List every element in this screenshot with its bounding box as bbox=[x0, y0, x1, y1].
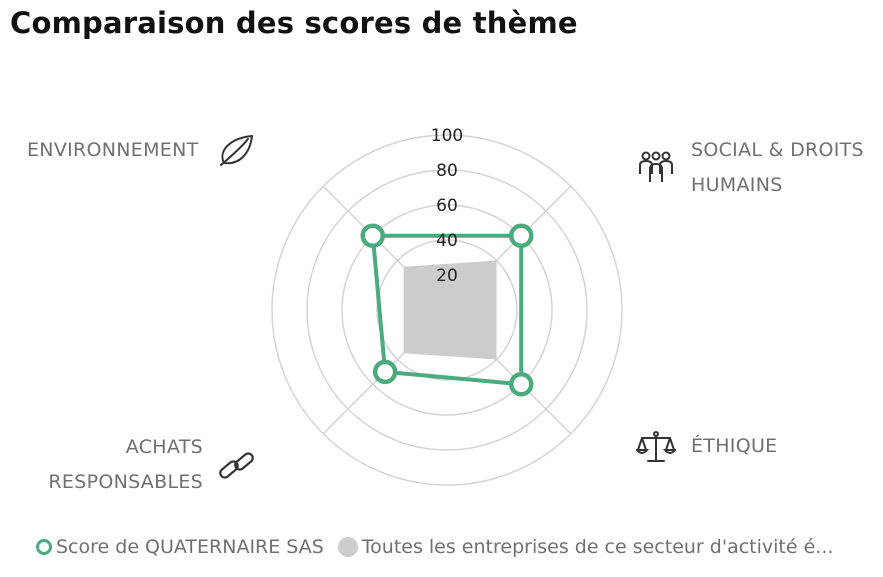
series-0-point-2[interactable] bbox=[508, 371, 534, 397]
category-label-environnement: ENVIRONNEMENT bbox=[27, 139, 199, 161]
legend-label-sector: Toutes les entreprises de ce secteur d'a… bbox=[361, 536, 834, 558]
scales-icon bbox=[636, 431, 676, 462]
leaf-icon bbox=[220, 135, 253, 166]
chain-link-icon bbox=[219, 452, 254, 479]
radial-tick-labels: 20 40 60 80 100 bbox=[431, 126, 463, 286]
series-0-point-1[interactable] bbox=[508, 223, 534, 249]
grid-ring-40 bbox=[376, 239, 518, 381]
grid-ring-80 bbox=[306, 169, 588, 451]
series-layer bbox=[360, 223, 534, 397]
legend-item-company[interactable]: Score de QUATERNAIRE SAS bbox=[36, 536, 324, 558]
radial-tick-80: 80 bbox=[436, 161, 458, 181]
radial-tick-60: 60 bbox=[436, 196, 458, 216]
series-area-1 bbox=[403, 260, 497, 360]
legend-label-company: Score de QUATERNAIRE SAS bbox=[56, 536, 324, 558]
people-group-icon bbox=[639, 151, 673, 182]
radial-tick-20: 20 bbox=[436, 266, 458, 286]
grid-ring-100 bbox=[271, 134, 623, 486]
series-0-point-3[interactable] bbox=[372, 359, 398, 385]
legend-swatch-company bbox=[36, 539, 52, 555]
category-label-social: SOCIAL & DROITS HUMAINS bbox=[691, 139, 864, 196]
series-0-point-0[interactable] bbox=[360, 223, 386, 249]
legend-item-sector[interactable]: Toutes les entreprises de ce secteur d'a… bbox=[324, 536, 834, 558]
legend-swatch-sector bbox=[337, 537, 358, 557]
category-label-achats: ACHATS RESPONSABLES bbox=[48, 436, 203, 493]
grid-ring-60 bbox=[341, 204, 553, 416]
chart-title: Comparaison des scores de thème bbox=[10, 6, 578, 40]
category-label-ethique: ÉTHIQUE bbox=[691, 435, 778, 457]
radial-tick-100: 100 bbox=[431, 126, 463, 146]
radar-grid bbox=[271, 134, 623, 486]
legend: Score de QUATERNAIRE SAS Toutes les entr… bbox=[36, 536, 833, 558]
radial-tick-40: 40 bbox=[436, 231, 458, 251]
